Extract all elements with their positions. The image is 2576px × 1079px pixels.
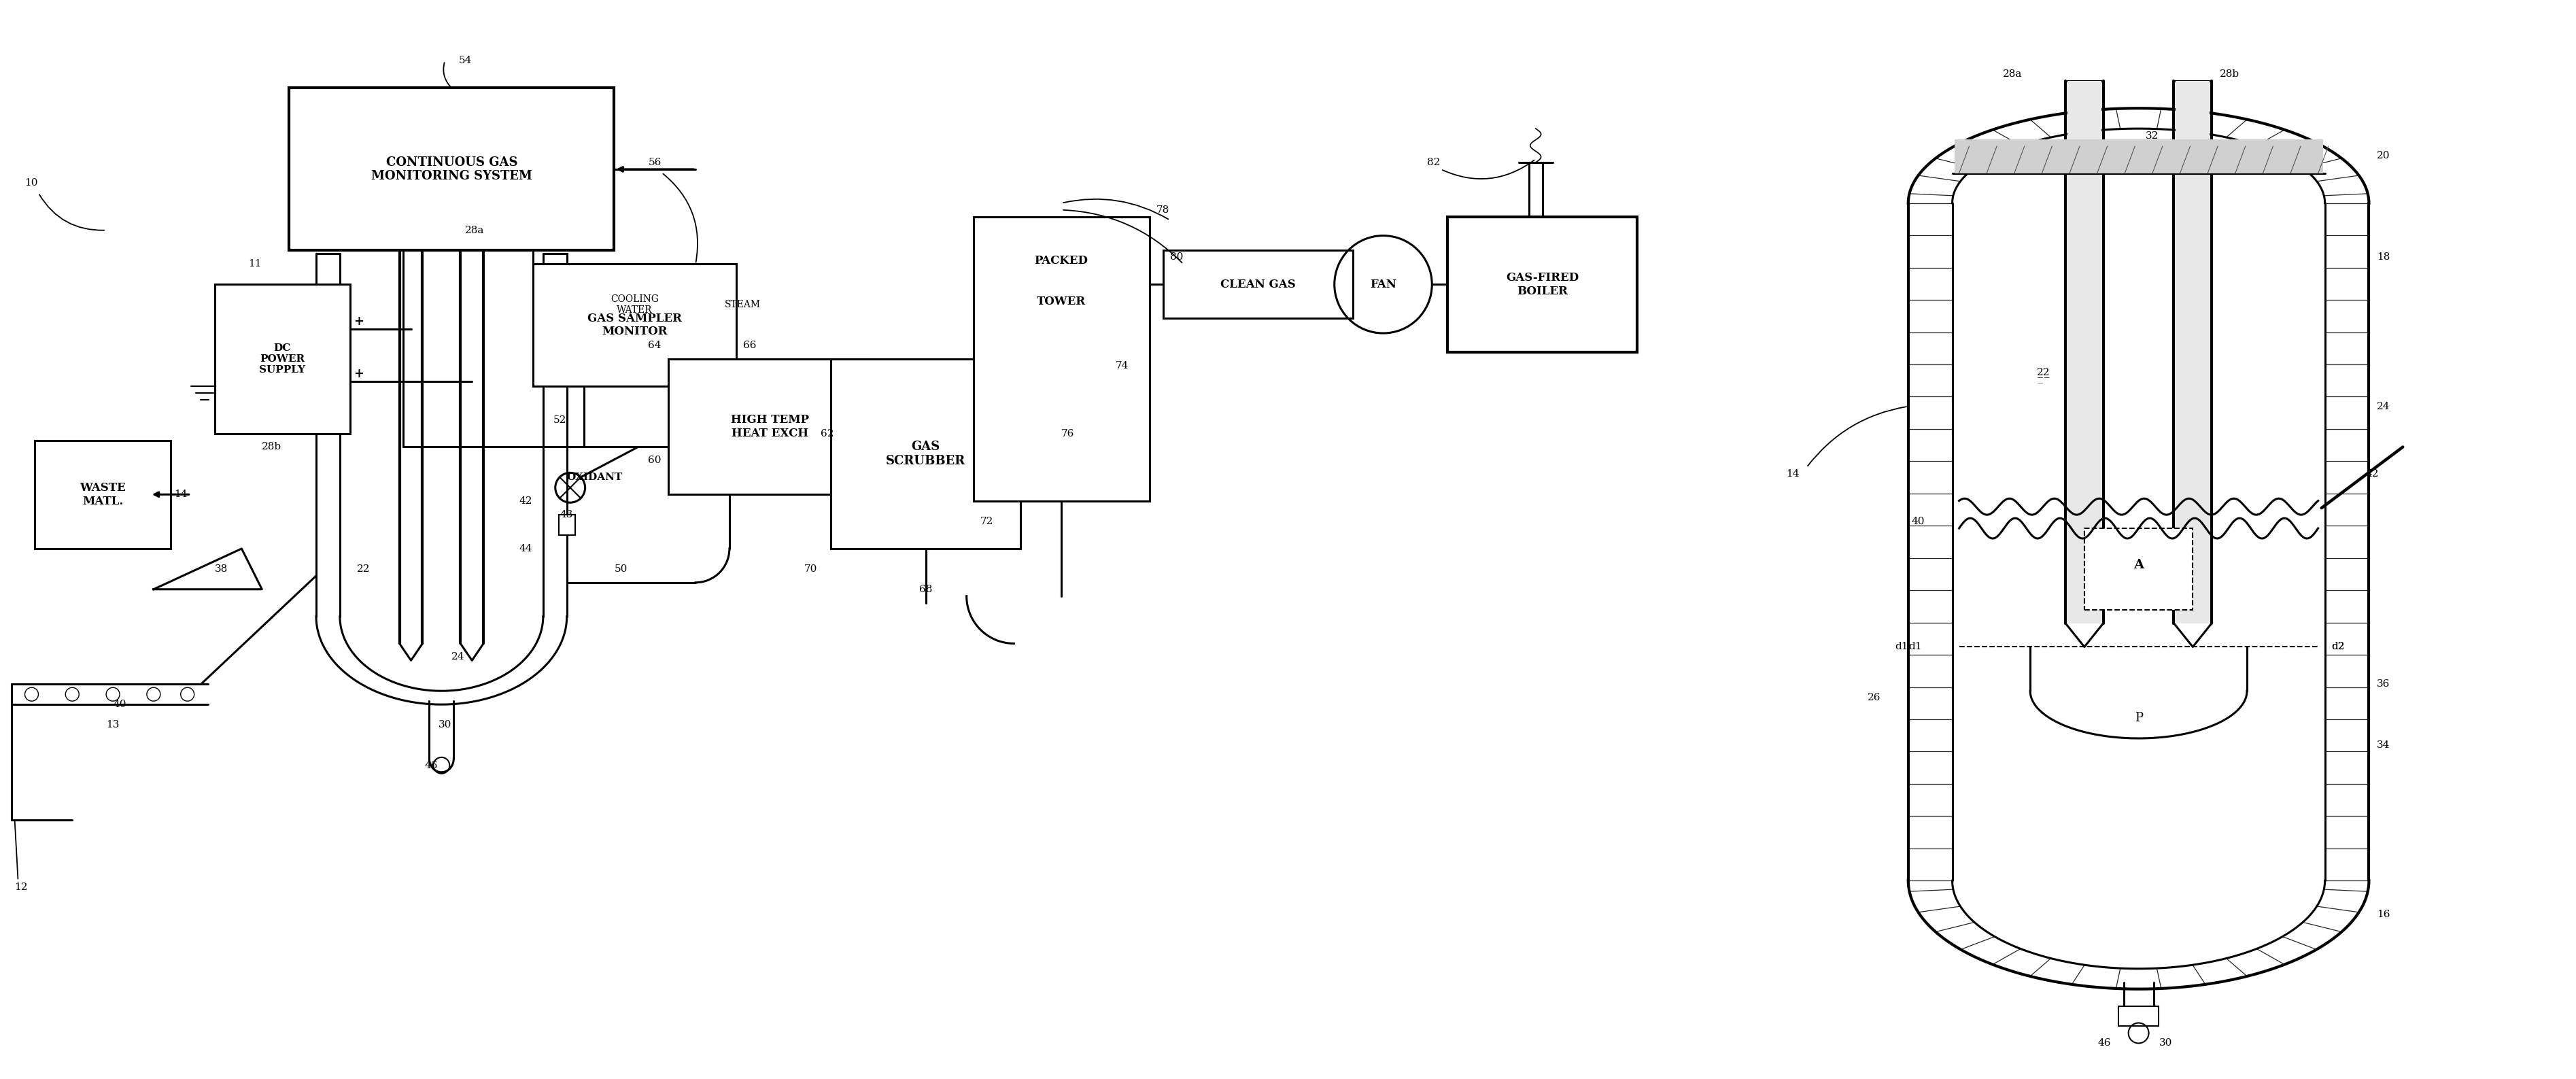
Text: 52: 52 xyxy=(554,415,567,425)
Text: d1: d1 xyxy=(1909,642,1922,652)
Bar xyxy=(974,217,1149,502)
Text: 42: 42 xyxy=(2365,469,2378,479)
Text: CLEAN GAS: CLEAN GAS xyxy=(1221,278,1296,290)
Bar xyxy=(2069,81,2102,624)
Text: d1: d1 xyxy=(1896,642,1909,652)
Text: 43: 43 xyxy=(559,510,574,519)
Text: FAN: FAN xyxy=(1370,278,1396,290)
Text: 28a: 28a xyxy=(2004,70,2022,79)
Bar xyxy=(464,132,482,651)
Text: —: — xyxy=(2038,380,2043,385)
Text: 44: 44 xyxy=(520,544,533,554)
Text: d2: d2 xyxy=(2331,642,2344,652)
Text: 30: 30 xyxy=(438,720,451,729)
Text: 16: 16 xyxy=(2378,910,2391,919)
Text: PACKED: PACKED xyxy=(1036,255,1087,267)
Text: 14: 14 xyxy=(1785,469,1801,479)
Text: +: + xyxy=(353,315,363,328)
Text: d2: d2 xyxy=(2331,642,2344,652)
Text: 76: 76 xyxy=(1061,428,1074,438)
Text: 11: 11 xyxy=(247,259,263,269)
Bar xyxy=(214,285,350,434)
Bar xyxy=(2084,529,2192,610)
Bar xyxy=(289,87,613,250)
Text: CONTINUOUS GAS
MONITORING SYSTEM: CONTINUOUS GAS MONITORING SYSTEM xyxy=(371,156,533,182)
Text: GAS-FIRED
BOILER: GAS-FIRED BOILER xyxy=(1507,272,1579,297)
Bar xyxy=(667,359,871,494)
Text: STEAM: STEAM xyxy=(724,300,760,310)
Bar xyxy=(36,440,170,548)
Text: 38: 38 xyxy=(214,564,227,574)
Text: A: A xyxy=(2133,559,2143,571)
Bar xyxy=(533,264,737,386)
Bar xyxy=(1955,139,2324,174)
Bar xyxy=(1448,217,1638,352)
Text: 30: 30 xyxy=(2159,1038,2172,1048)
Bar xyxy=(1162,250,1352,318)
Text: +: + xyxy=(353,368,363,380)
Text: 28b: 28b xyxy=(263,442,281,452)
Text: 24: 24 xyxy=(2378,401,2391,411)
Text: 74: 74 xyxy=(1115,361,1128,370)
Text: 36: 36 xyxy=(2378,680,2391,688)
Text: 54: 54 xyxy=(459,56,471,66)
Text: TOWER: TOWER xyxy=(1038,296,1087,308)
Polygon shape xyxy=(155,548,263,589)
Text: 66: 66 xyxy=(742,341,757,351)
Text: 32: 32 xyxy=(2146,132,2159,140)
Text: P: P xyxy=(2136,712,2143,724)
Text: 12: 12 xyxy=(15,883,28,892)
Text: 72: 72 xyxy=(979,517,994,527)
Text: 42: 42 xyxy=(520,496,533,506)
Text: 40: 40 xyxy=(1911,517,1924,527)
Text: 22: 22 xyxy=(2038,368,2050,378)
Text: 56: 56 xyxy=(649,158,662,167)
Text: 18: 18 xyxy=(2378,252,2391,262)
Text: 40: 40 xyxy=(113,699,126,709)
Text: 34: 34 xyxy=(2378,740,2391,750)
Text: 14: 14 xyxy=(173,490,188,500)
Text: 20: 20 xyxy=(2378,151,2391,161)
Text: COOLING
WATER: COOLING WATER xyxy=(611,295,659,315)
Text: DC
POWER
SUPPLY: DC POWER SUPPLY xyxy=(260,343,307,374)
Text: 46: 46 xyxy=(2097,1038,2112,1048)
Text: 24: 24 xyxy=(451,653,464,661)
Text: 28b: 28b xyxy=(2221,70,2239,79)
Text: 13: 13 xyxy=(106,720,118,729)
Text: 50: 50 xyxy=(613,564,629,574)
Bar xyxy=(2117,1006,2159,1026)
Text: 62: 62 xyxy=(822,428,835,438)
Bar xyxy=(2177,81,2210,624)
Text: WASTE
MATL.: WASTE MATL. xyxy=(80,482,126,507)
Text: 28a: 28a xyxy=(466,226,484,235)
Text: 46: 46 xyxy=(425,761,438,770)
Bar xyxy=(402,132,420,651)
Text: 26: 26 xyxy=(1868,693,1880,702)
Text: 82: 82 xyxy=(1427,158,1440,167)
Text: 10: 10 xyxy=(26,178,39,188)
Text: 80: 80 xyxy=(1170,252,1182,262)
Text: 22: 22 xyxy=(2038,368,2050,378)
Text: 60: 60 xyxy=(649,455,662,465)
Bar xyxy=(559,515,574,535)
Bar xyxy=(832,359,1020,548)
Text: 78: 78 xyxy=(1157,205,1170,215)
Text: 2̲2̲: 2̲2̲ xyxy=(2038,368,2050,378)
Text: OXIDANT: OXIDANT xyxy=(567,473,623,482)
Text: 68: 68 xyxy=(920,585,933,595)
Text: GAS
SCRUBBER: GAS SCRUBBER xyxy=(886,440,966,467)
Text: GAS SAMPLER
MONITOR: GAS SAMPLER MONITOR xyxy=(587,313,683,338)
Text: 70: 70 xyxy=(804,564,817,574)
Text: 64: 64 xyxy=(649,341,662,351)
Text: HIGH TEMP
HEAT EXCH: HIGH TEMP HEAT EXCH xyxy=(732,414,809,439)
Text: 22: 22 xyxy=(358,564,371,574)
